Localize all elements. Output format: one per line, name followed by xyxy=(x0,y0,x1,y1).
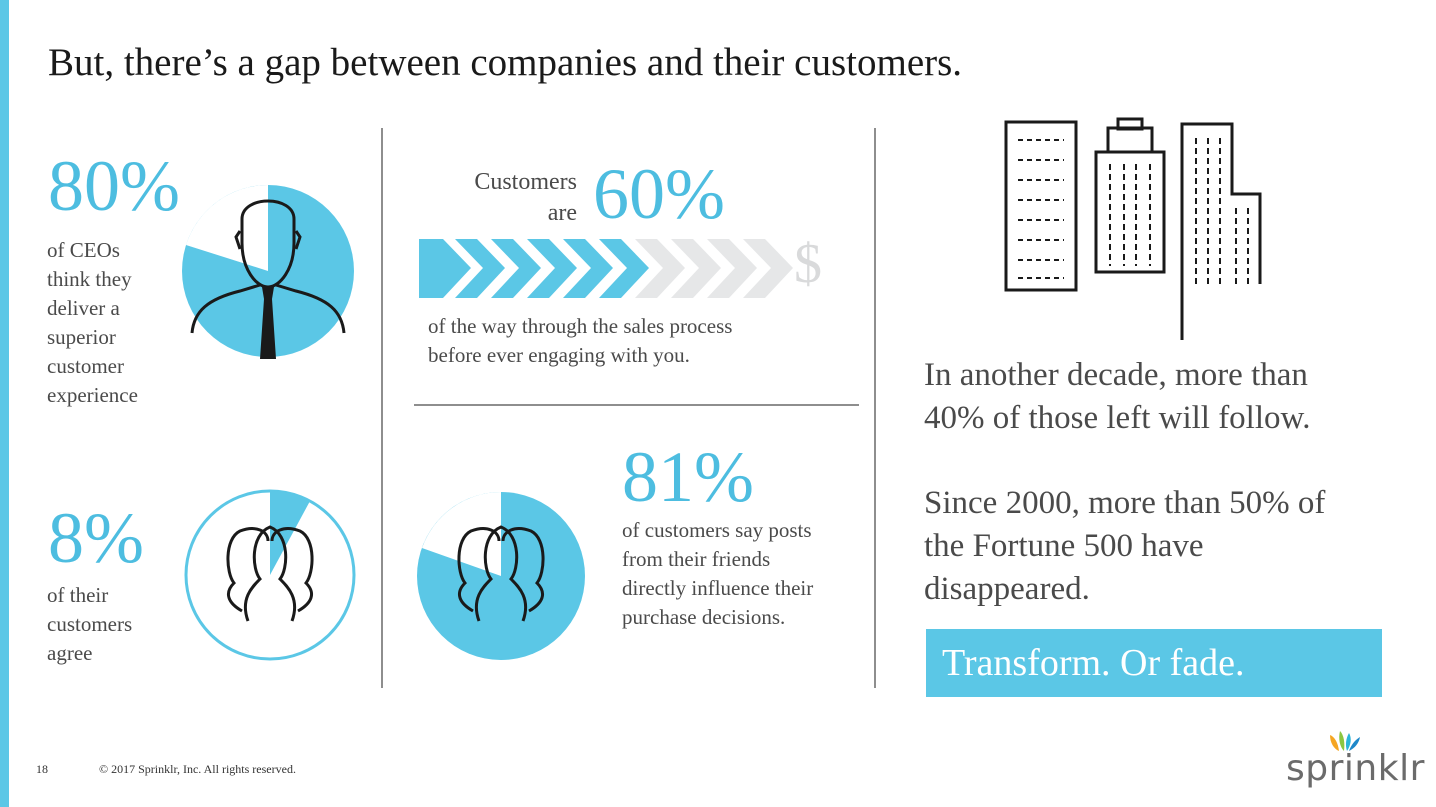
stat-80-value: 80% xyxy=(48,146,180,226)
stat-81-text: of customers say posts from their friend… xyxy=(622,516,813,632)
fortune-line: Since 2000, more than 50% of xyxy=(924,485,1326,521)
stat-80-line: superior xyxy=(47,325,116,349)
stat-81-value: 81% xyxy=(622,437,754,517)
decade-paragraph: In another decade, more than 40% of thos… xyxy=(924,354,1310,440)
copyright: © 2017 Sprinklr, Inc. All rights reserve… xyxy=(99,762,296,776)
stat-80-line: experience xyxy=(47,383,138,407)
decade-line: In another decade, more than xyxy=(924,357,1308,393)
stat-60-prefix-line: are xyxy=(547,200,577,226)
stat-60-line: of the way through the sales process xyxy=(428,314,733,338)
stat-60-prefix: Customers are xyxy=(440,167,577,229)
stat-60-line: before ever engaging with you. xyxy=(428,343,690,367)
left-accent-bar xyxy=(0,0,9,807)
stat-81-line: directly influence their xyxy=(622,576,814,600)
stat-60-prefix-line: Customers xyxy=(474,169,577,195)
transform-banner: Transform. Or fade. xyxy=(926,629,1382,697)
stat-60-value: 60% xyxy=(593,154,725,234)
buildings-icon xyxy=(1004,117,1262,340)
divider-horizontal-middle xyxy=(414,404,859,406)
stat-8-text: of their customers agree xyxy=(47,581,132,668)
fortune-line: the Fortune 500 have xyxy=(924,528,1204,564)
people-group-pie-icon xyxy=(184,489,356,661)
people-group-pie-filled-icon xyxy=(417,492,585,660)
stat-8-line: of their xyxy=(47,583,109,607)
dollar-sign: $ xyxy=(794,233,822,295)
stat-80-line: customer xyxy=(47,354,124,378)
stat-80-text: of CEOs think they deliver a superior cu… xyxy=(47,236,138,410)
stat-80-line: deliver a xyxy=(47,296,120,320)
stat-8-line: agree xyxy=(47,641,93,665)
sprinklr-logo-text: sprinklr xyxy=(1286,748,1425,789)
stat-8-value: 8% xyxy=(48,498,144,578)
stat-81-line: purchase decisions. xyxy=(622,605,786,629)
page-number: 18 xyxy=(36,762,48,776)
stat-80-line: of CEOs xyxy=(47,238,120,262)
decade-line: 40% of those left will follow. xyxy=(924,400,1311,436)
stat-8-line: customers xyxy=(47,612,133,636)
progress-chevrons-icon xyxy=(419,239,793,298)
page-title: But, there’s a gap between companies and… xyxy=(48,41,963,84)
stat-81-line: from their friends xyxy=(622,547,771,571)
fortune-paragraph: Since 2000, more than 50% of the Fortune… xyxy=(924,482,1325,611)
fortune-line: disappeared. xyxy=(924,571,1090,607)
divider-vertical-right xyxy=(874,128,876,688)
stat-80-line: think they xyxy=(47,267,132,291)
divider-vertical-left xyxy=(381,128,383,688)
stat-60-text: of the way through the sales process bef… xyxy=(428,312,732,370)
sprinklr-logo-icon xyxy=(1330,731,1360,751)
businessman-pie-icon xyxy=(182,185,354,359)
stat-81-line: of customers say posts xyxy=(622,518,812,542)
